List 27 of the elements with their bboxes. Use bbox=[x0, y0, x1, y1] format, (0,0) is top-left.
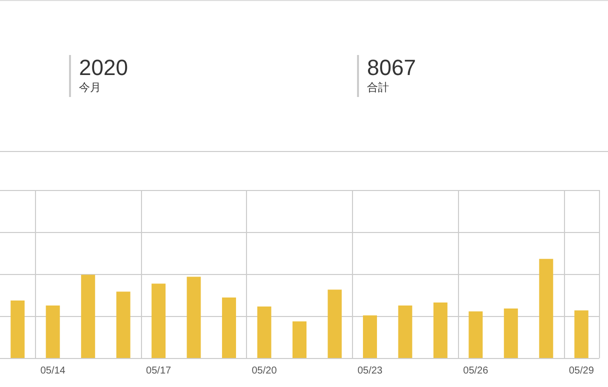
bar bbox=[539, 258, 554, 358]
bar bbox=[81, 274, 96, 358]
bar bbox=[186, 276, 201, 358]
bar bbox=[433, 302, 448, 358]
x-tick-label: 05/17 bbox=[146, 366, 172, 376]
text: 2020 bbox=[79, 55, 128, 81]
text: 今月 bbox=[79, 81, 102, 95]
bar bbox=[398, 305, 412, 358]
x-tick-label: 05/23 bbox=[357, 366, 383, 376]
x-tick-label: 05/29 bbox=[568, 366, 594, 376]
x-tick-label: 05/26 bbox=[463, 366, 489, 376]
bar bbox=[116, 292, 130, 358]
bar bbox=[10, 300, 25, 358]
text: 合計 bbox=[367, 81, 390, 95]
bar bbox=[362, 315, 377, 358]
bar bbox=[46, 305, 60, 358]
bar bbox=[328, 290, 342, 358]
bar bbox=[504, 308, 518, 358]
bar bbox=[468, 311, 483, 358]
bar bbox=[574, 310, 588, 358]
x-tick-label: 05/20 bbox=[252, 366, 278, 376]
x-tick-label: 05/14 bbox=[40, 366, 66, 376]
bar bbox=[152, 284, 166, 358]
bar bbox=[257, 306, 272, 358]
text: 8067 bbox=[367, 55, 416, 81]
bar bbox=[222, 298, 236, 358]
bar bbox=[292, 321, 306, 358]
